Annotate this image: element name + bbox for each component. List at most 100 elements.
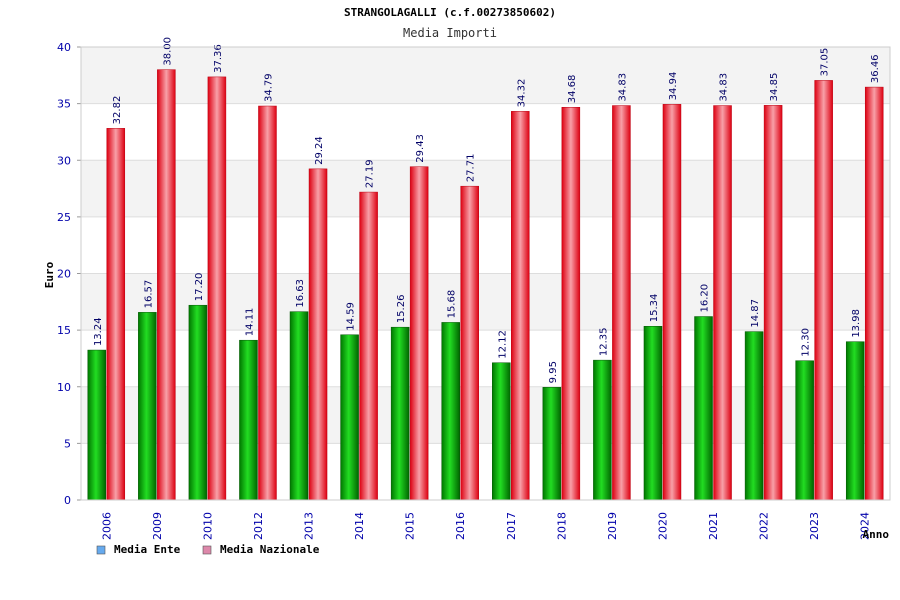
bar-media-ente-2010 (188, 304, 208, 501)
bar-media-ente-2019 (593, 359, 612, 501)
bar-media-nazionale-2021 (713, 105, 732, 501)
bar-media-ente-2015 (390, 326, 410, 501)
bar-media-nazionale-2018 (561, 106, 581, 501)
y-axis-ticks: 0 5 10 15 20 25 30 35 40 (57, 41, 81, 507)
bar-media-nazionale-2014 (359, 191, 378, 501)
bar-media-ente-2017 (492, 362, 511, 501)
data-label-media-nazionale-2015: 29.43 (415, 134, 426, 163)
x-tick-label: 2009 (151, 512, 164, 540)
data-label-media-ente-2012: 14.11 (244, 308, 255, 337)
bar-media-nazionale-2024 (864, 86, 884, 501)
data-label-media-ente-2014: 14.59 (346, 302, 357, 331)
data-label-media-nazionale-2014: 27.19 (365, 159, 376, 188)
x-tick-label: 2012 (252, 512, 265, 540)
data-label-media-nazionale-2021: 34.83 (719, 73, 730, 102)
bar-media-ente-2024 (845, 341, 865, 501)
bar-group-2020: 15.34 34.94 (643, 72, 682, 501)
bar-media-nazionale-2020 (662, 104, 682, 501)
y-tick-label: 5 (64, 437, 71, 450)
y-tick-label: 20 (57, 268, 71, 281)
bar-media-ente-2020 (643, 326, 663, 501)
bar-media-ente-2018 (542, 387, 562, 501)
chart-subtitle: Media Importi (403, 26, 497, 40)
bar-media-nazionale-2019 (612, 105, 631, 501)
x-tick-label: 2006 (100, 512, 113, 540)
data-label-media-nazionale-2017: 34.32 (516, 79, 527, 108)
bar-group-2014: 14.59 27.19 (340, 159, 378, 501)
bar-group-2023: 12.30 37.05 (795, 48, 833, 501)
bar-group-2018: 9.95 34.68 (542, 75, 581, 501)
bar-media-nazionale-2012 (258, 105, 277, 501)
bar-media-nazionale-2017 (511, 111, 530, 501)
data-label-media-ente-2018: 9.95 (548, 361, 559, 383)
x-tick-label: 2018 (555, 512, 568, 540)
bar-group-2021: 16.20 34.83 (694, 73, 732, 501)
y-tick-label: 30 (57, 154, 71, 167)
bar-media-nazionale-2013 (308, 168, 328, 501)
data-label-media-ente-2020: 15.34 (649, 294, 660, 323)
bar-media-ente-2009 (138, 312, 157, 501)
bar-media-ente-2013 (289, 311, 309, 501)
x-tick-label: 2023 (808, 512, 821, 540)
x-axis-ticks: 2006 2009 2010 2012 2013 2014 2015 2016 2017 2018… (100, 512, 871, 540)
data-label-media-ente-2024: 13.98 (851, 309, 862, 338)
data-label-media-ente-2019: 12.35 (598, 327, 609, 356)
x-tick-label: 2020 (656, 512, 669, 540)
bar-group-2017: 12.12 34.32 (492, 79, 530, 501)
legend-label-media-nazionale: Media Nazionale (220, 543, 320, 556)
data-label-media-nazionale-2022: 34.85 (769, 73, 780, 102)
bar-group-2013: 16.63 29.24 (289, 136, 328, 501)
data-label-media-nazionale-2010: 37.36 (213, 44, 224, 73)
data-label-media-ente-2016: 15.68 (447, 290, 458, 319)
data-label-media-nazionale-2016: 27.71 (466, 154, 477, 183)
bar-group-2010: 17.20 37.36 (188, 44, 227, 501)
bar-media-nazionale-2023 (814, 80, 833, 501)
data-label-media-nazionale-2009: 38.00 (162, 37, 173, 66)
bar-media-ente-2016 (441, 322, 460, 501)
bar-media-nazionale-2009 (157, 69, 176, 501)
bar-group-2006: 13.24 32.82 (87, 96, 126, 501)
data-label-media-ente-2009: 16.57 (143, 280, 154, 309)
y-tick-label: 15 (57, 324, 71, 337)
data-label-media-nazionale-2006: 32.82 (112, 96, 123, 125)
x-tick-label: 2021 (707, 512, 720, 540)
x-tick-label: 2019 (606, 512, 619, 540)
data-label-media-nazionale-2012: 34.79 (263, 73, 274, 102)
bar-media-ente-2012 (239, 339, 258, 501)
data-label-media-nazionale-2020: 34.94 (668, 72, 679, 101)
data-label-media-nazionale-2023: 37.05 (820, 48, 831, 77)
bar-group-2022: 14.87 34.85 (744, 73, 783, 501)
bar-media-nazionale-2022 (763, 105, 783, 501)
y-tick-label: 0 (64, 494, 71, 507)
plot-frame (80, 46, 891, 501)
y-tick-label: 40 (57, 41, 71, 54)
data-label-media-ente-2021: 16.20 (700, 284, 711, 313)
data-label-media-ente-2015: 15.26 (396, 295, 407, 324)
data-label-media-nazionale-2024: 36.46 (870, 54, 881, 83)
chart-title: STRANGOLAGALLI (c.f.00273850602) (344, 6, 556, 19)
x-axis-label: Anno (863, 528, 890, 541)
legend-label-media-ente: Media Ente (114, 543, 181, 556)
data-label-media-ente-2006: 13.24 (93, 317, 104, 346)
x-tick-label: 2016 (454, 512, 467, 540)
bar-group-2015: 15.26 29.43 (390, 134, 429, 501)
bar-group-2024: 13.98 36.46 (845, 54, 884, 501)
x-tick-label: 2017 (505, 512, 518, 540)
bar-media-ente-2006 (87, 349, 107, 501)
bar-media-nazionale-2015 (409, 166, 429, 501)
data-label-media-nazionale-2018: 34.68 (567, 75, 578, 104)
data-label-media-ente-2010: 17.20 (194, 273, 205, 302)
bar-group-2019: 12.35 34.83 (593, 73, 631, 501)
data-label-media-ente-2017: 12.12 (497, 330, 508, 359)
y-tick-label: 25 (57, 211, 71, 224)
bar-media-nazionale-2016 (460, 185, 479, 501)
bar-media-nazionale-2006 (106, 128, 126, 501)
bars: 13.24 32.82 16.57 38.00 17.20 37.36 14.11 34.79… (87, 37, 884, 501)
x-tick-label: 2024 (859, 512, 872, 540)
data-label-media-ente-2013: 16.63 (295, 279, 306, 308)
data-label-media-nazionale-2013: 29.24 (314, 136, 325, 165)
bar-media-ente-2022 (744, 331, 764, 501)
y-tick-label: 35 (57, 98, 71, 111)
y-axis-label: Euro (43, 261, 56, 288)
